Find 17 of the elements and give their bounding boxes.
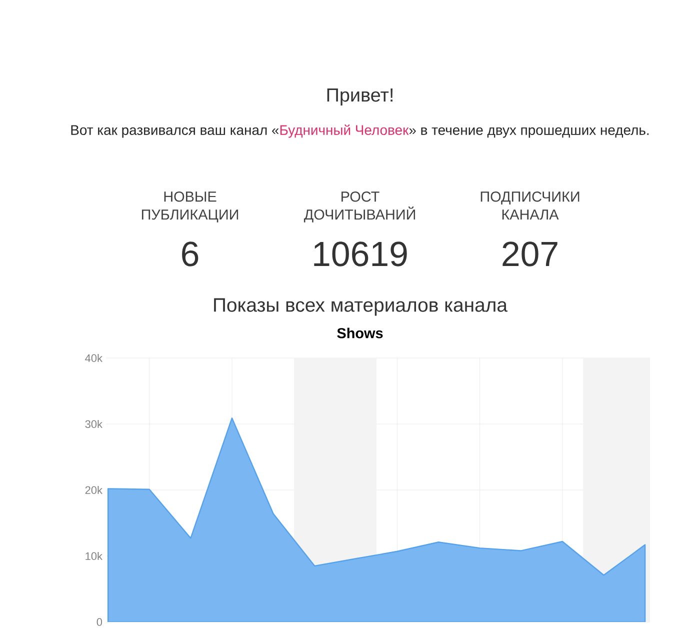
text: Привет! bbox=[327, 88, 392, 106]
category-label: ПОДПИСЧИКИ КАНАЛА bbox=[480, 192, 580, 220]
y-tick-label: 20k bbox=[85, 486, 102, 494]
chart-subtitle: Shows bbox=[337, 328, 383, 338]
y-tick-label: 10k bbox=[86, 552, 102, 560]
text: Вот как развивался ваш канал « bbox=[71, 125, 279, 138]
text: 10619 bbox=[314, 242, 407, 266]
chart-title: Показы всех материалов канала bbox=[214, 298, 508, 316]
category-label: НОВЫЕ ПУБЛИКАЦИИ bbox=[142, 192, 238, 222]
y-tick-label: 0 bbox=[96, 618, 102, 626]
text: » в течение двух прошедших недель. bbox=[409, 127, 649, 138]
y-tick-label: 30k bbox=[85, 420, 102, 428]
text: Будничный Человек bbox=[280, 124, 409, 138]
category-label: РОСТ ДОЧИТЫВАНИЙ bbox=[304, 192, 415, 222]
text: 6 bbox=[182, 242, 198, 266]
y-tick-label: 40k bbox=[85, 354, 102, 362]
text: 207 bbox=[502, 242, 558, 266]
